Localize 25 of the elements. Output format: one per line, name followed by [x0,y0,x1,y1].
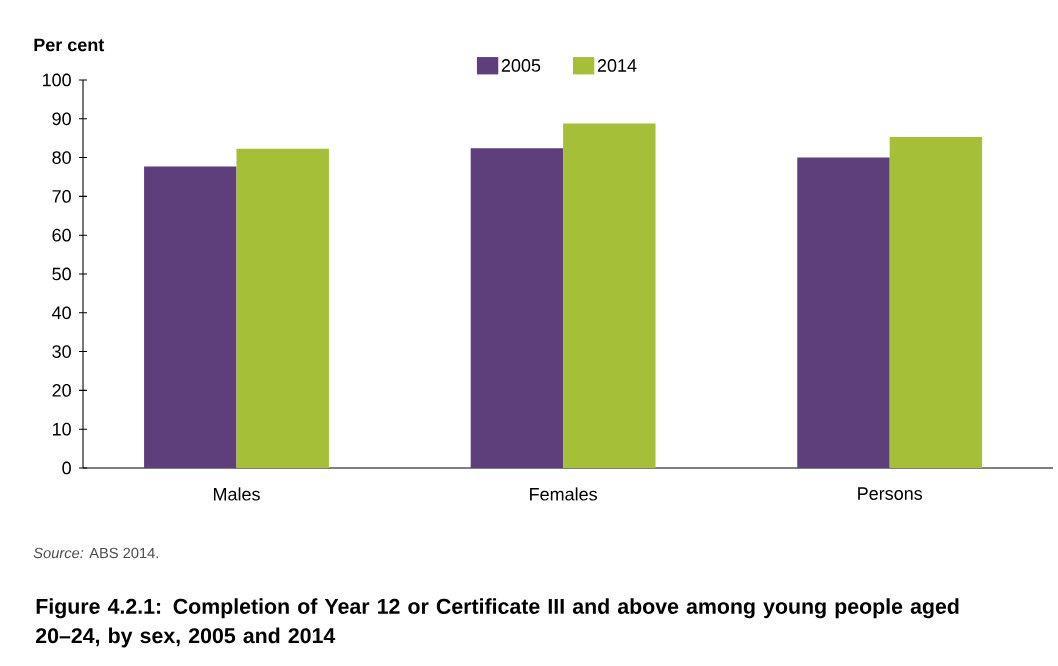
text: Figure 4.2.1: Completion of Year 12 or Certificate III and above among young people aged 20–24, by sex, 2005 and 2014 [36,598,959,648]
legend-label: 2005 [501,59,541,72]
bar [563,123,656,468]
legend-label: 2014 [597,59,637,72]
y-tick-label: 20 [52,384,71,397]
y-tick-label: 100 [42,73,71,87]
bar [889,137,983,468]
bar [797,157,890,468]
y-tick-label: 10 [52,422,71,436]
text: Source: ABS 2014. [33,547,159,559]
y-tick-label: 60 [52,228,71,242]
y-tick-label: 50 [52,267,71,281]
x-tick-label: Persons [858,487,923,500]
y-tick-label: 90 [52,112,71,126]
x-tick-label: Males [213,487,260,501]
y-tick-label: 40 [52,306,71,320]
y-tick-label: 70 [52,190,71,203]
bar [470,148,564,468]
y-tick-label: 0 [62,461,71,475]
bar [236,148,329,468]
bar [144,166,237,468]
y-tick-label: 80 [52,151,71,164]
y-axis-title: Per cent [34,38,105,52]
y-tick-label: 30 [52,345,71,358]
x-tick-label: Females [530,487,597,501]
